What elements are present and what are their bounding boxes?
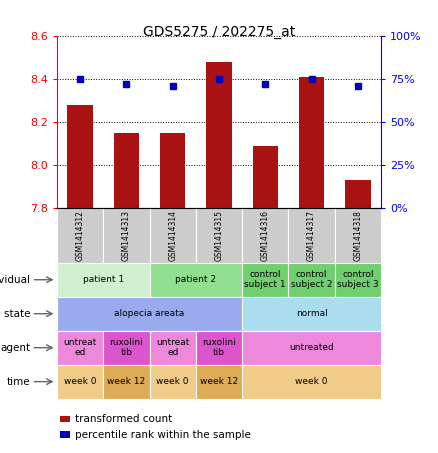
Bar	[196, 365, 242, 399]
Text: control
subject 3: control subject 3	[337, 270, 379, 289]
Text: ruxolini
tib: ruxolini tib	[202, 338, 236, 357]
Bar	[149, 208, 196, 263]
Bar	[299, 77, 324, 208]
Bar	[60, 431, 70, 439]
Bar	[149, 263, 242, 297]
Bar	[160, 133, 185, 208]
Bar	[206, 62, 232, 208]
Text: week 0: week 0	[156, 377, 189, 386]
Bar	[114, 133, 139, 208]
Text: untreated: untreated	[289, 343, 334, 352]
Bar	[242, 297, 381, 331]
Bar	[335, 263, 381, 297]
Bar	[57, 331, 103, 365]
Bar	[242, 208, 289, 263]
Text: GSM1414312: GSM1414312	[76, 210, 85, 261]
Bar	[149, 331, 196, 365]
Text: time: time	[7, 376, 30, 387]
Bar	[242, 331, 381, 365]
Text: week 0: week 0	[64, 377, 96, 386]
Text: week 12: week 12	[200, 377, 238, 386]
Bar	[57, 365, 103, 399]
Bar	[57, 263, 149, 297]
Text: week 12: week 12	[107, 377, 145, 386]
Text: alopecia areata: alopecia areata	[114, 309, 185, 318]
Bar	[345, 180, 371, 208]
Text: ruxolini
tib: ruxolini tib	[110, 338, 143, 357]
Text: normal: normal	[296, 309, 328, 318]
Bar	[196, 331, 242, 365]
Bar	[103, 208, 149, 263]
Bar	[242, 263, 289, 297]
Bar	[103, 331, 149, 365]
Text: control
subject 1: control subject 1	[244, 270, 286, 289]
Text: control
subject 2: control subject 2	[291, 270, 332, 289]
Bar	[253, 146, 278, 208]
Text: transformed count: transformed count	[75, 414, 172, 424]
Text: GSM1414314: GSM1414314	[168, 210, 177, 261]
Bar	[103, 365, 149, 399]
Text: patient 2: patient 2	[175, 275, 216, 284]
Text: percentile rank within the sample: percentile rank within the sample	[75, 430, 251, 440]
Text: week 0: week 0	[295, 377, 328, 386]
Bar	[289, 263, 335, 297]
Text: GSM1414316: GSM1414316	[261, 210, 270, 261]
Text: untreat
ed: untreat ed	[64, 338, 97, 357]
Text: patient 1: patient 1	[83, 275, 124, 284]
Text: untreat
ed: untreat ed	[156, 338, 189, 357]
Bar	[149, 365, 196, 399]
Text: GDS5275 / 202275_at: GDS5275 / 202275_at	[143, 25, 295, 39]
Text: agent: agent	[0, 342, 30, 353]
Text: GSM1414313: GSM1414313	[122, 210, 131, 261]
Bar	[242, 365, 381, 399]
Bar	[289, 208, 335, 263]
Text: GSM1414317: GSM1414317	[307, 210, 316, 261]
Text: GSM1414315: GSM1414315	[215, 210, 223, 261]
Bar	[67, 105, 93, 208]
Bar	[57, 208, 103, 263]
Bar	[335, 208, 381, 263]
Bar	[57, 297, 242, 331]
Text: GSM1414318: GSM1414318	[353, 210, 362, 261]
Bar	[60, 416, 70, 422]
Text: individual: individual	[0, 275, 30, 285]
Text: disease state: disease state	[0, 308, 30, 319]
Bar	[196, 208, 242, 263]
